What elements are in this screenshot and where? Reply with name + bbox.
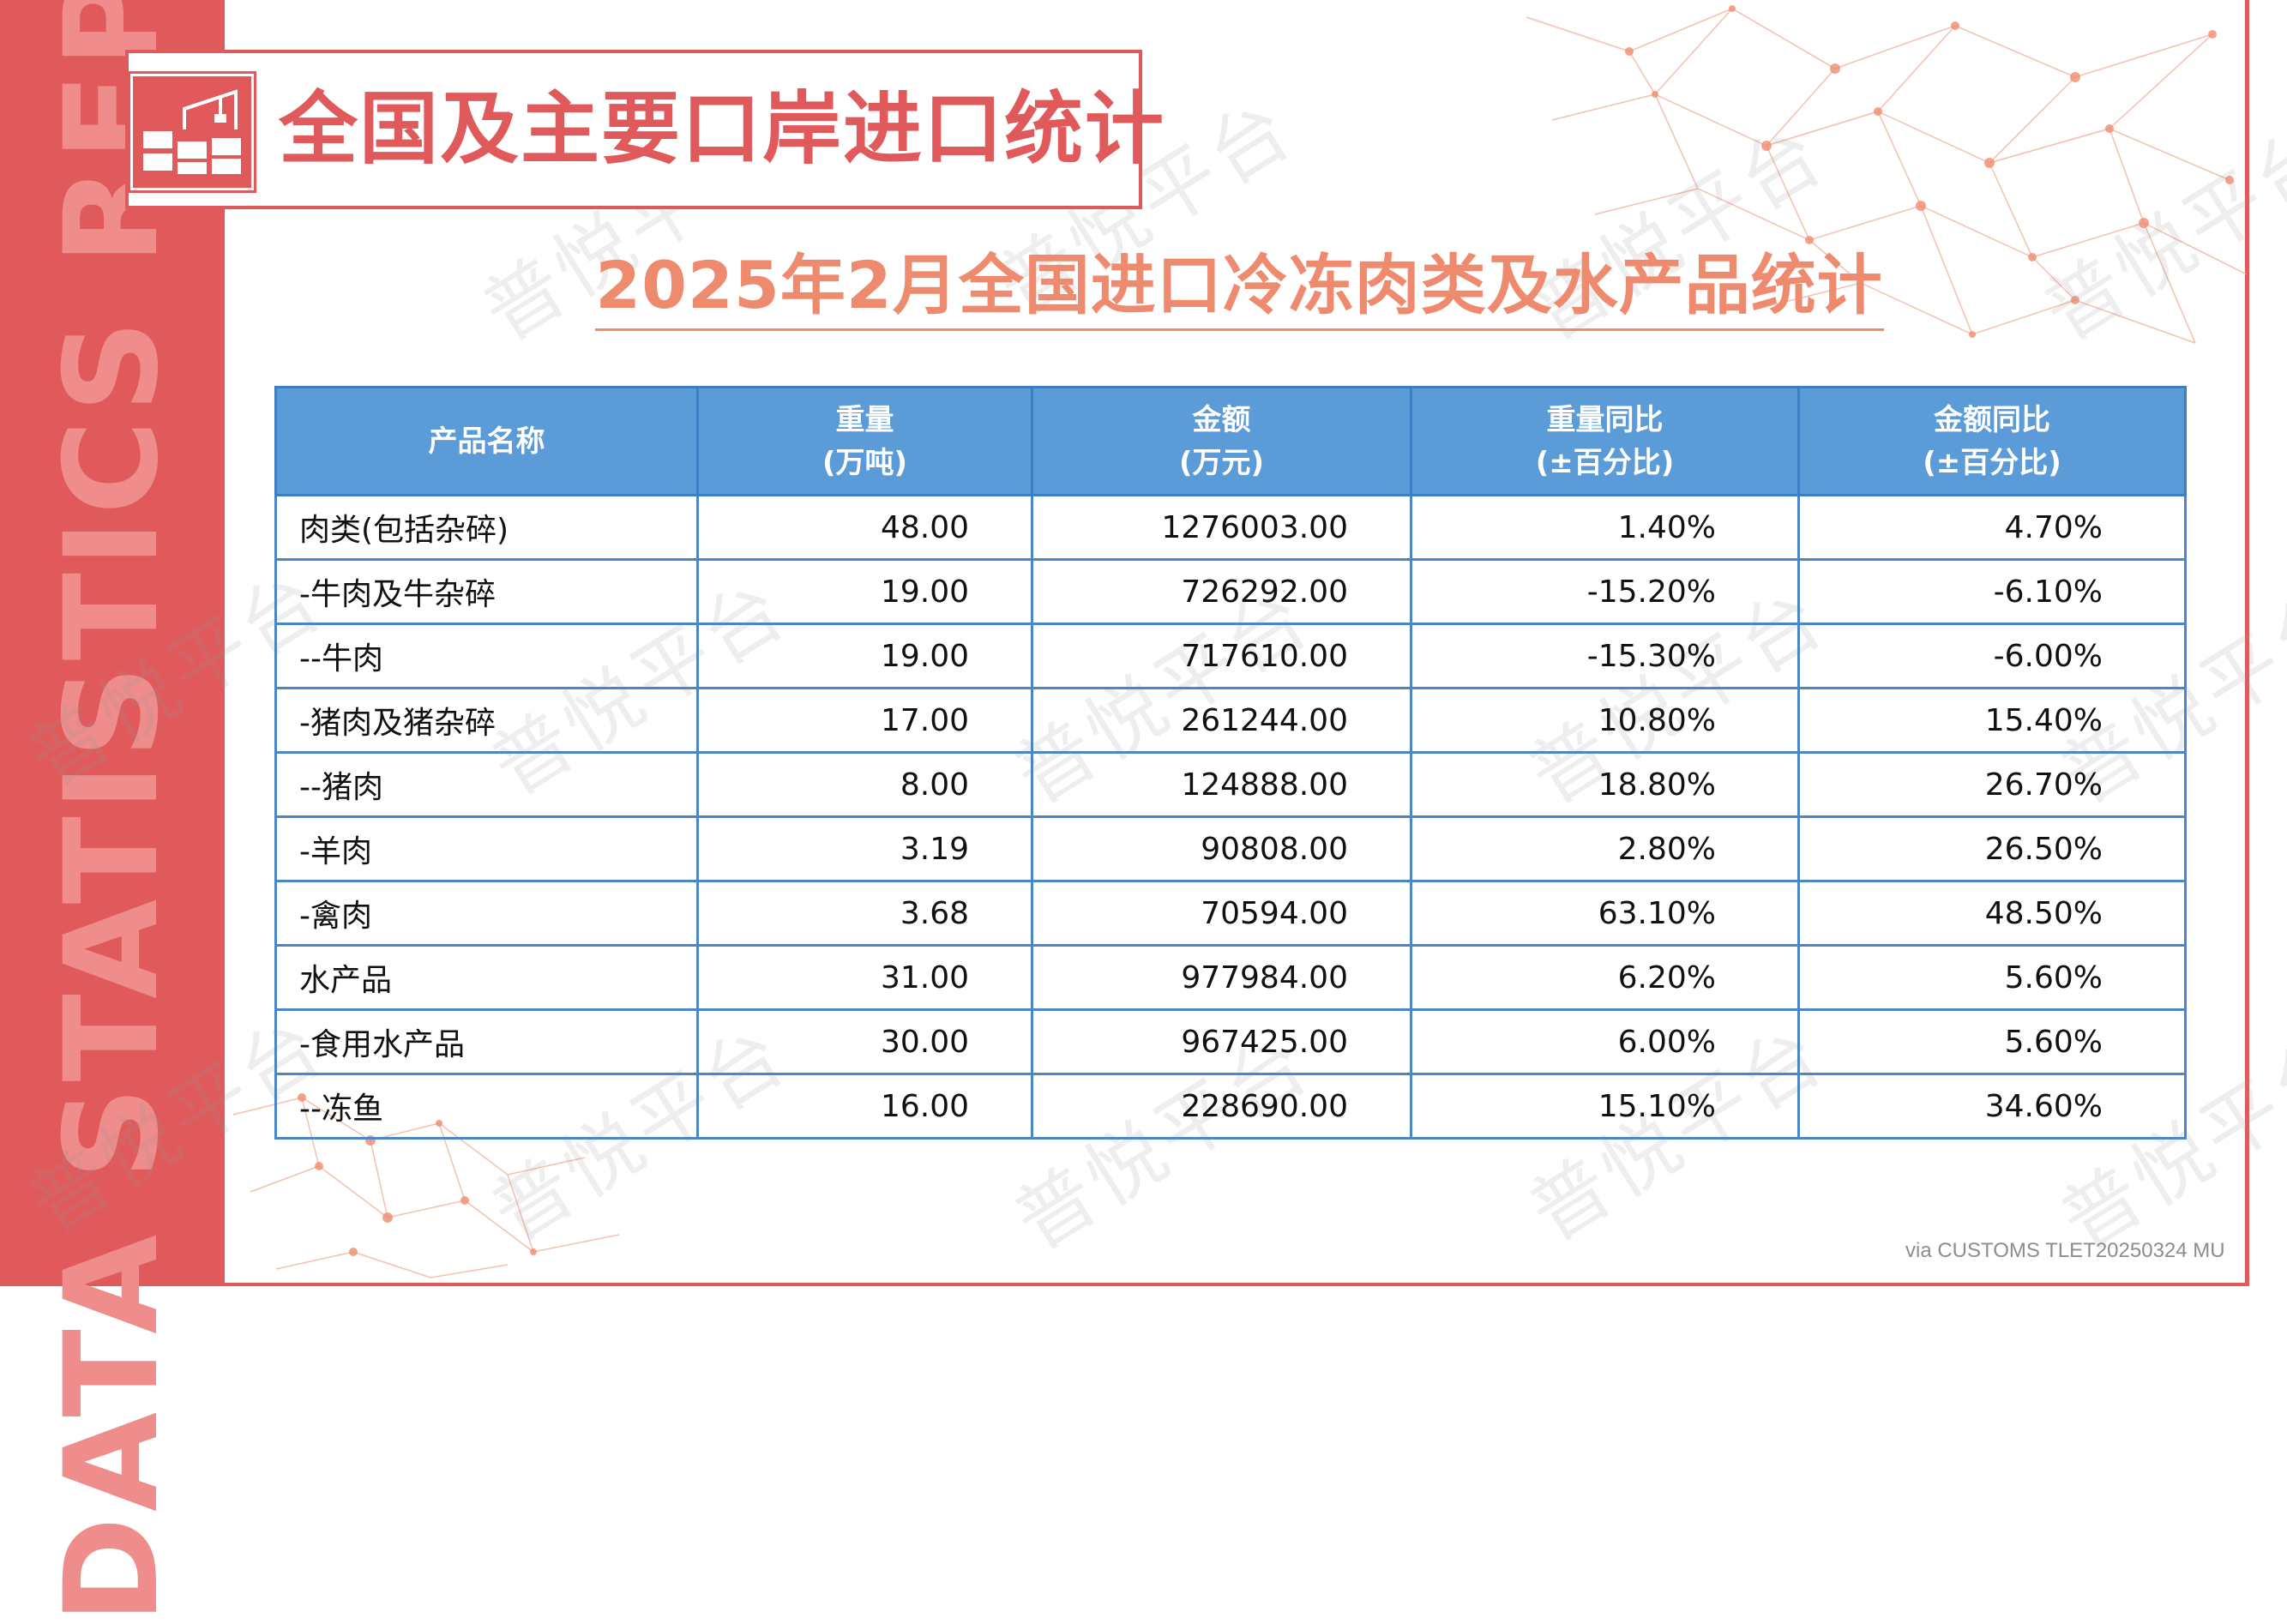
cell-weight-yoy: -15.30%	[1410, 623, 1800, 689]
table-row: -牛肉及牛杂碎 19.00 726292.00 -15.20% -6.10%	[274, 558, 2187, 625]
cell-weight-yoy: 6.20%	[1410, 944, 1800, 1011]
header-box	[125, 50, 1142, 209]
cell-amount: 1276003.00	[1031, 494, 1412, 561]
cell-amount-yoy: -6.10%	[1797, 558, 2187, 625]
cell-weight: 3.19	[696, 815, 1033, 882]
cell-weight-yoy: -15.20%	[1410, 558, 1800, 625]
cell-weight: 16.00	[696, 1073, 1033, 1140]
cell-amount: 228690.00	[1031, 1073, 1412, 1140]
cell-product-name: -牛肉及牛杂碎	[274, 558, 699, 625]
table-title: 2025年2月全国进口冷冻肉类及水产品统计	[595, 247, 1883, 323]
header-icon-box	[128, 71, 256, 193]
source-note: via CUSTOMS TLET20250324 MU	[1905, 1239, 2225, 1262]
table-row: 肉类(包括杂碎) 48.00 1276003.00 1.40% 4.70%	[274, 494, 2187, 561]
cell-product-name: --冻鱼	[274, 1073, 699, 1140]
header-amount-yoy: 金额同比 (±百分比)	[1797, 386, 2187, 496]
cell-amount-yoy: 15.40%	[1797, 687, 2187, 754]
cell-product-name: --牛肉	[274, 623, 699, 689]
cell-amount: 977984.00	[1031, 944, 1412, 1011]
cell-weight-yoy: 63.10%	[1410, 880, 1800, 947]
import-statistics-table: 产品名称 重量 (万吨) 金额 (万元) 重量同比 (±百分比) 金额同比 (±百分比)…	[274, 386, 2187, 1140]
cell-amount-yoy: 4.70%	[1797, 494, 2187, 561]
cell-product-name: -猪肉及猪杂碎	[274, 687, 699, 754]
right-border-line	[2245, 0, 2249, 1286]
cell-weight: 19.00	[696, 623, 1033, 689]
cell-product-name: 肉类(包括杂碎)	[274, 494, 699, 561]
cell-weight-yoy: 10.80%	[1410, 687, 1800, 754]
cell-amount: 261244.00	[1031, 687, 1412, 754]
cell-weight: 17.00	[696, 687, 1033, 754]
cell-product-name: -食用水产品	[274, 1008, 699, 1075]
cell-amount: 717610.00	[1031, 623, 1412, 689]
cell-weight: 3.68	[696, 880, 1033, 947]
side-vertical-label: DATA STATISTICS REPORT	[38, 0, 187, 1624]
table-row: -猪肉及猪杂碎 17.00 261244.00 10.80% 15.40%	[274, 687, 2187, 754]
cell-weight: 48.00	[696, 494, 1033, 561]
table-row: -羊肉 3.19 90808.00 2.80% 26.50%	[274, 815, 2187, 882]
page-title: 全国及主要口岸进口统计	[279, 83, 1166, 175]
header-weight-yoy: 重量同比 (±百分比)	[1410, 386, 1800, 496]
cell-weight-yoy: 6.00%	[1410, 1008, 1800, 1075]
cell-amount-yoy: 5.60%	[1797, 1008, 2187, 1075]
table-row: -食用水产品 30.00 967425.00 6.00% 5.60%	[274, 1008, 2187, 1075]
cell-weight-yoy: 18.80%	[1410, 751, 1800, 818]
cell-amount: 90808.00	[1031, 815, 1412, 882]
table-row: --冻鱼 16.00 228690.00 15.10% 34.60%	[274, 1073, 2187, 1140]
table-row: 水产品 31.00 977984.00 6.20% 5.60%	[274, 944, 2187, 1011]
cell-amount-yoy: -6.00%	[1797, 623, 2187, 689]
side-band: DATA STATISTICS REPORT	[0, 0, 225, 1624]
table-row: --牛肉 19.00 717610.00 -15.30% -6.00%	[274, 623, 2187, 689]
cell-weight: 8.00	[696, 751, 1033, 818]
header-amount: 金额 (万元)	[1031, 386, 1412, 496]
cell-amount: 726292.00	[1031, 558, 1412, 625]
cell-amount-yoy: 26.70%	[1797, 751, 2187, 818]
table-row: -禽肉 3.68 70594.00 63.10% 48.50%	[274, 880, 2187, 947]
table-header-row: 产品名称 重量 (万吨) 金额 (万元) 重量同比 (±百分比) 金额同比 (±百分比)	[274, 386, 2187, 496]
cell-product-name: -羊肉	[274, 815, 699, 882]
cell-product-name: 水产品	[274, 944, 699, 1011]
cell-weight: 31.00	[696, 944, 1033, 1011]
header-weight: 重量 (万吨)	[696, 386, 1033, 496]
header-product-name: 产品名称	[274, 386, 699, 496]
cell-amount-yoy: 5.60%	[1797, 944, 2187, 1011]
cell-weight: 19.00	[696, 558, 1033, 625]
cell-product-name: -禽肉	[274, 880, 699, 947]
cell-product-name: --猪肉	[274, 751, 699, 818]
cell-amount: 70594.00	[1031, 880, 1412, 947]
cell-amount-yoy: 34.60%	[1797, 1073, 2187, 1140]
bottom-border-line	[225, 1283, 2249, 1286]
table-row: --猪肉 8.00 124888.00 18.80% 26.70%	[274, 751, 2187, 818]
table-body: 肉类(包括杂碎) 48.00 1276003.00 1.40% 4.70% -牛肉及牛杂碎…	[274, 494, 2187, 1140]
cell-weight: 30.00	[696, 1008, 1033, 1075]
containers-crane-icon	[143, 89, 241, 174]
cell-weight-yoy: 2.80%	[1410, 815, 1800, 882]
cell-weight-yoy: 1.40%	[1410, 494, 1800, 561]
cell-weight-yoy: 15.10%	[1410, 1073, 1800, 1140]
cell-amount: 124888.00	[1031, 751, 1412, 818]
table-title-underline	[595, 328, 1884, 331]
cell-amount-yoy: 26.50%	[1797, 815, 2187, 882]
cell-amount: 967425.00	[1031, 1008, 1412, 1075]
cell-amount-yoy: 48.50%	[1797, 880, 2187, 947]
